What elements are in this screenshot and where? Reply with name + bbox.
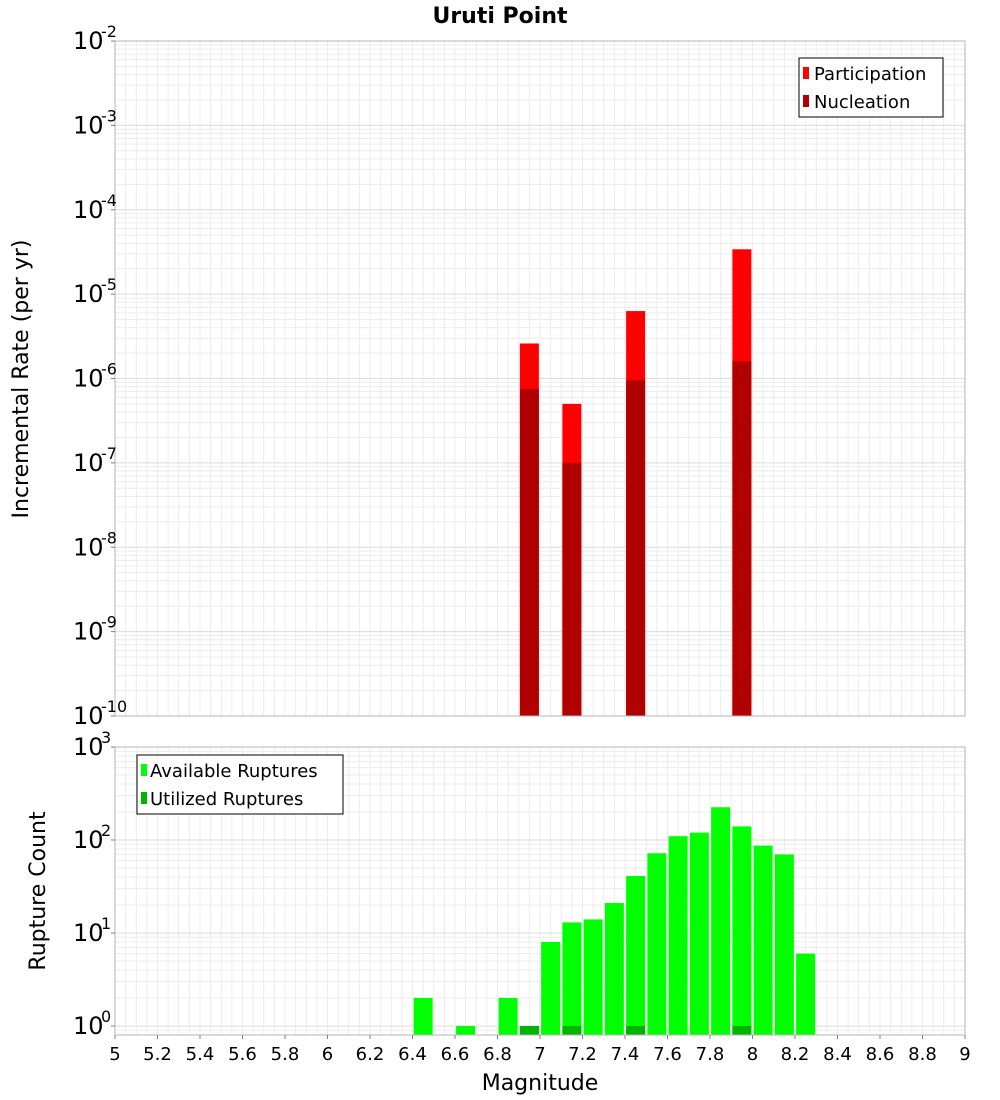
x-tick-label: 6.8 xyxy=(483,1044,512,1065)
bar-available-ruptures xyxy=(604,903,624,1035)
bar-available-ruptures xyxy=(668,836,688,1035)
bar-available-ruptures xyxy=(732,826,752,1035)
bar-available-ruptures xyxy=(626,876,646,1035)
y-tick-exponent: -5 xyxy=(101,275,117,294)
bar-nucleation xyxy=(519,389,539,716)
y-tick-label: 10 xyxy=(73,280,104,308)
y-tick-label: 10 xyxy=(73,702,104,730)
bar-available-ruptures xyxy=(562,922,582,1035)
legend-swatch-utilized-ruptures xyxy=(141,792,147,804)
x-tick-label: 9 xyxy=(959,1044,970,1065)
legend-label-utilized-ruptures: Utilized Ruptures xyxy=(150,789,303,810)
y-tick-label: 10 xyxy=(73,733,104,761)
y-tick-exponent: -6 xyxy=(101,360,117,379)
y-tick-exponent: -9 xyxy=(101,613,117,632)
legend-swatch-participation xyxy=(803,67,809,79)
y-tick-exponent: -2 xyxy=(101,22,117,41)
bar-available-ruptures xyxy=(413,997,433,1035)
y-tick-label: 10 xyxy=(73,826,104,854)
bar-available-ruptures xyxy=(796,953,816,1035)
bar-available-ruptures xyxy=(689,832,709,1035)
count-y-axis-label: Rupture Count xyxy=(26,811,51,971)
y-tick-label: 10 xyxy=(73,1012,104,1040)
y-tick-label: 10 xyxy=(73,365,104,393)
y-tick-label: 10 xyxy=(73,919,104,947)
y-tick-label: 10 xyxy=(73,449,104,477)
x-tick-label: 7.2 xyxy=(568,1044,597,1065)
bar-nucleation xyxy=(732,361,752,716)
count-legend-box xyxy=(136,754,344,815)
x-tick-label: 8.8 xyxy=(908,1044,937,1065)
bar-utilized-ruptures xyxy=(732,1025,752,1035)
y-tick-label: 10 xyxy=(73,27,104,55)
y-tick-exponent: -7 xyxy=(101,444,117,463)
x-tick-label: 7.6 xyxy=(653,1044,682,1065)
y-tick-exponent: 1 xyxy=(101,914,111,933)
x-tick-label: 7.4 xyxy=(611,1044,640,1065)
y-tick-label: 10 xyxy=(73,533,104,561)
legend-swatch-available-ruptures xyxy=(141,764,147,776)
x-tick-label: 5.8 xyxy=(271,1044,300,1065)
y-tick-exponent: 3 xyxy=(101,728,111,747)
x-tick-label: 6.4 xyxy=(398,1044,427,1065)
x-tick-label: 5.2 xyxy=(143,1044,172,1065)
legend-label-participation: Participation xyxy=(814,64,926,85)
x-tick-label: 7 xyxy=(534,1044,545,1065)
y-tick-label: 10 xyxy=(73,111,104,139)
count-x-ticks: 5 5.2 5.4 5.6 5.8 6 6.2 6.4 6.6 6.8 7 7.2 7.4 7.6 7.8 8… xyxy=(109,1035,971,1065)
x-tick-label: 8 xyxy=(747,1044,758,1065)
x-tick-label: 8.4 xyxy=(823,1044,852,1065)
bar-available-ruptures xyxy=(498,997,518,1035)
legend-swatch-nucleation xyxy=(803,95,809,107)
bar-available-ruptures xyxy=(541,942,561,1035)
rate-y-axis-label: Incremental Rate (per yr) xyxy=(9,240,34,519)
legend-label-available-ruptures: Available Ruptures xyxy=(150,761,318,782)
y-tick-exponent: -8 xyxy=(101,528,117,547)
y-tick-exponent: -4 xyxy=(101,191,117,210)
legend-label-nucleation: Nucleation xyxy=(814,92,910,113)
bar-available-ruptures xyxy=(711,807,731,1035)
count-legend: Available Ruptures Utilized Ruptures xyxy=(136,754,344,815)
bar-available-ruptures xyxy=(774,854,794,1035)
x-tick-label: 6.2 xyxy=(356,1044,385,1065)
bar-nucleation xyxy=(562,462,582,716)
x-tick-label: 6 xyxy=(322,1044,333,1065)
rate-legend: Participation Nucleation xyxy=(798,57,944,118)
x-tick-label: 7.8 xyxy=(696,1044,725,1065)
y-tick-exponent: -10 xyxy=(101,697,127,716)
bar-nucleation xyxy=(626,380,646,716)
x-axis-label: Magnitude xyxy=(482,1071,599,1096)
y-tick-exponent: -3 xyxy=(101,106,117,125)
rate-grid xyxy=(114,40,966,717)
bar-available-ruptures xyxy=(647,853,667,1035)
x-tick-label: 6.6 xyxy=(441,1044,470,1065)
x-tick-label: 5 xyxy=(109,1044,120,1065)
y-tick-exponent: 2 xyxy=(101,821,111,840)
bar-utilized-ruptures xyxy=(519,1025,539,1035)
y-tick-exponent: 0 xyxy=(101,1007,111,1026)
bar-available-ruptures xyxy=(456,1025,476,1035)
x-tick-label: 8.6 xyxy=(866,1044,895,1065)
x-tick-label: 5.4 xyxy=(186,1044,215,1065)
x-tick-label: 5.6 xyxy=(228,1044,257,1065)
rate-bars xyxy=(519,249,752,716)
bar-available-ruptures xyxy=(753,845,773,1035)
count-bars xyxy=(413,807,816,1035)
chart-title: Uruti Point xyxy=(432,4,568,29)
bar-utilized-ruptures xyxy=(626,1025,646,1035)
y-tick-label: 10 xyxy=(73,618,104,646)
bar-available-ruptures xyxy=(583,919,603,1035)
bar-utilized-ruptures xyxy=(562,1025,582,1035)
x-tick-label: 8.2 xyxy=(781,1044,810,1065)
y-tick-label: 10 xyxy=(73,196,104,224)
rate-legend-box xyxy=(798,57,944,118)
